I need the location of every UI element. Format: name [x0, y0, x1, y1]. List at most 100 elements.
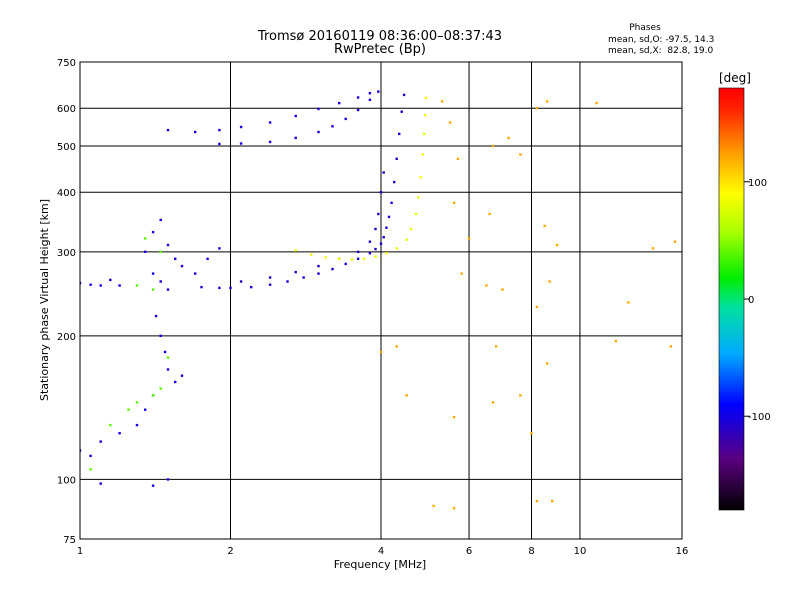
echo-point — [501, 288, 504, 291]
echo-point — [421, 153, 424, 156]
echo-point — [405, 394, 408, 397]
echo-point — [417, 196, 420, 199]
echo-point — [379, 191, 383, 194]
echo-point — [385, 252, 388, 255]
echo-point — [379, 242, 383, 245]
x-tick-label: 16 — [676, 546, 689, 557]
echo-point — [546, 362, 549, 365]
x-tick-label: 8 — [528, 546, 534, 557]
phase-header: Phases — [629, 23, 661, 33]
echo-point — [350, 258, 354, 261]
echo-point — [166, 478, 170, 481]
echo-point — [135, 284, 139, 287]
echo-point — [151, 230, 155, 234]
echo-point — [206, 257, 209, 260]
echo-point — [218, 247, 221, 250]
colorbar-tick-label: 0 — [748, 295, 754, 306]
echo-point — [80, 281, 82, 285]
echo-point — [174, 257, 177, 260]
echo-point — [507, 136, 510, 140]
x-axis-ticks: 1 2 4 6 8 10 16 — [77, 546, 689, 557]
echo-point — [239, 142, 243, 145]
y-tick-label: 300 — [57, 248, 76, 259]
y-tick-label: 100 — [57, 475, 76, 486]
echo-point — [400, 110, 403, 113]
y-tick-label: 400 — [57, 188, 76, 199]
echo-point — [395, 157, 398, 160]
echo-point — [382, 236, 385, 239]
colorbar — [718, 87, 745, 511]
echo-point — [99, 482, 102, 485]
echo-point — [166, 368, 170, 371]
x-tick-label: 6 — [466, 546, 472, 557]
echo-point — [229, 286, 232, 290]
echo-point — [268, 140, 272, 144]
echo-point — [159, 218, 162, 222]
echo-point — [393, 180, 396, 184]
chart-title: Tromsø 20160119 08:36:00–08:37:43 — [257, 29, 502, 44]
y-tick-label: 600 — [57, 104, 76, 115]
echo-point — [356, 108, 360, 112]
y-axis-ticks: 75 100 200 300 400 500 600 750 — [57, 58, 76, 546]
y-tick-label: 500 — [57, 142, 76, 153]
echo-point — [368, 92, 372, 95]
echo-point — [317, 130, 320, 134]
echo-point — [294, 136, 297, 140]
echo-point — [535, 305, 539, 309]
echo-point — [546, 100, 549, 103]
echo-point — [324, 256, 327, 259]
echo-point — [385, 226, 388, 229]
echo-point — [368, 240, 372, 243]
echo-point — [551, 500, 554, 503]
echo-point — [159, 387, 162, 390]
echo-point — [374, 247, 377, 251]
echo-point — [239, 280, 243, 283]
echo-point — [166, 128, 170, 132]
echo-point — [151, 288, 155, 291]
echo-point — [218, 286, 221, 290]
echo-point — [194, 130, 197, 134]
echo-point — [294, 249, 297, 252]
echo-point — [294, 270, 297, 274]
phase-line-o: mean, sd,O: -97.5, 14.3 — [608, 35, 714, 45]
echo-point — [495, 345, 498, 348]
echo-point — [159, 334, 162, 337]
echo-point — [491, 401, 495, 404]
echo-point — [398, 132, 401, 136]
echo-point — [519, 394, 522, 397]
echo-point — [268, 283, 272, 286]
echo-point — [317, 107, 320, 111]
echo-point — [368, 252, 372, 255]
echo-point — [159, 250, 162, 253]
plot-frame — [79, 61, 683, 540]
echo-point — [374, 227, 377, 231]
y-tick-label: 750 — [57, 58, 76, 69]
echo-point — [387, 215, 391, 219]
echo-points — [80, 90, 677, 510]
echo-point — [377, 90, 380, 93]
echo-point — [317, 272, 320, 275]
echo-point — [194, 272, 197, 275]
echo-point — [239, 125, 243, 129]
echo-point — [548, 280, 551, 283]
echo-point — [166, 243, 170, 247]
echo-point — [144, 408, 147, 411]
echo-point — [344, 262, 347, 266]
echo-point — [294, 114, 297, 118]
echo-point — [344, 117, 347, 121]
phase-line-x: mean, sd,X: 82.8, 19.0 — [608, 46, 714, 56]
echo-point — [424, 96, 428, 100]
echo-point — [89, 468, 92, 471]
echo-point — [491, 144, 495, 148]
echo-point — [331, 267, 334, 271]
echo-point — [627, 301, 630, 304]
echo-point — [377, 212, 380, 216]
colorbar-tick-label: 100 — [748, 178, 767, 189]
echo-point — [530, 432, 533, 435]
echo-point — [80, 449, 82, 452]
x-tick-label: 2 — [227, 546, 233, 557]
echo-point — [310, 253, 313, 256]
echo-point — [166, 356, 170, 359]
echo-point — [144, 237, 147, 240]
